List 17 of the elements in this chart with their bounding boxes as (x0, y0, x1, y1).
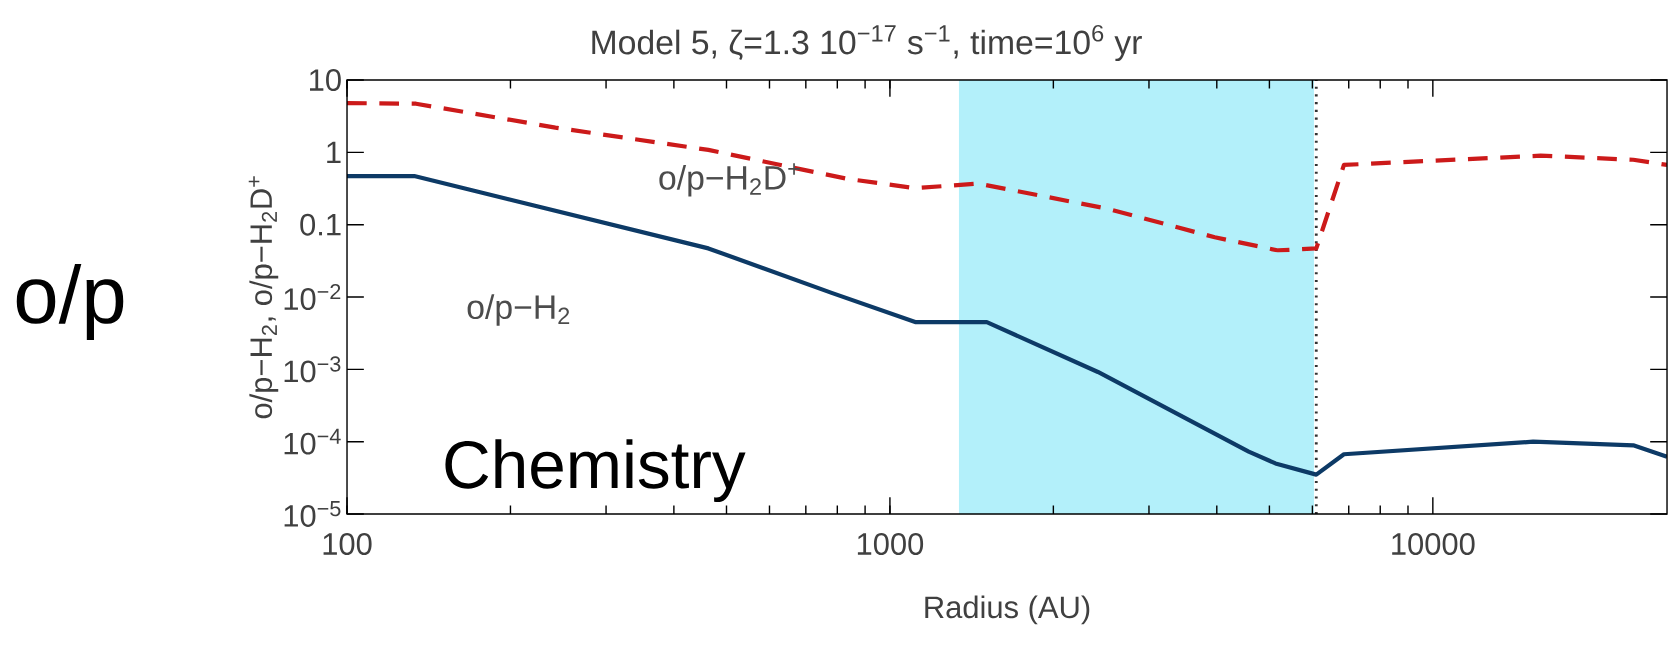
chart-title: Model 5, ζ=1.3 10$^{−17}$ s$^{−1}$, time=10$^{6}$ yr (592, 24, 1142, 62)
x-tick-label: 10000 (1392, 533, 1475, 555)
y-tick-label: 10 (310, 69, 341, 91)
x-tick-label: 100 (323, 533, 372, 555)
x-tick-label: 1000 (857, 533, 924, 555)
y-tick-label: 10$^{−3}$ (284, 356, 341, 383)
series-label: o/p−H$_{2}$D$^{+}$ (659, 163, 800, 197)
y-tick-label: 0.1 (300, 213, 341, 236)
y-tick-label: 1 (327, 141, 341, 163)
text: o/p−H$_{2}$ (467, 294, 570, 326)
text: o/p (16, 263, 124, 340)
y-axis-title: o/p−H$_{2}$, o/p−H$_{2}$D$^{+}$ (248, 176, 279, 419)
x-axis-title: Radius (AU) (925, 595, 1090, 625)
y-tick-label: 10$^{−2}$ (284, 284, 341, 311)
y-tick-label: 10$^{−4}$ (284, 428, 341, 455)
y-tick-label: 10$^{−5}$ (284, 501, 341, 527)
annotation: Chemistry (445, 439, 746, 503)
